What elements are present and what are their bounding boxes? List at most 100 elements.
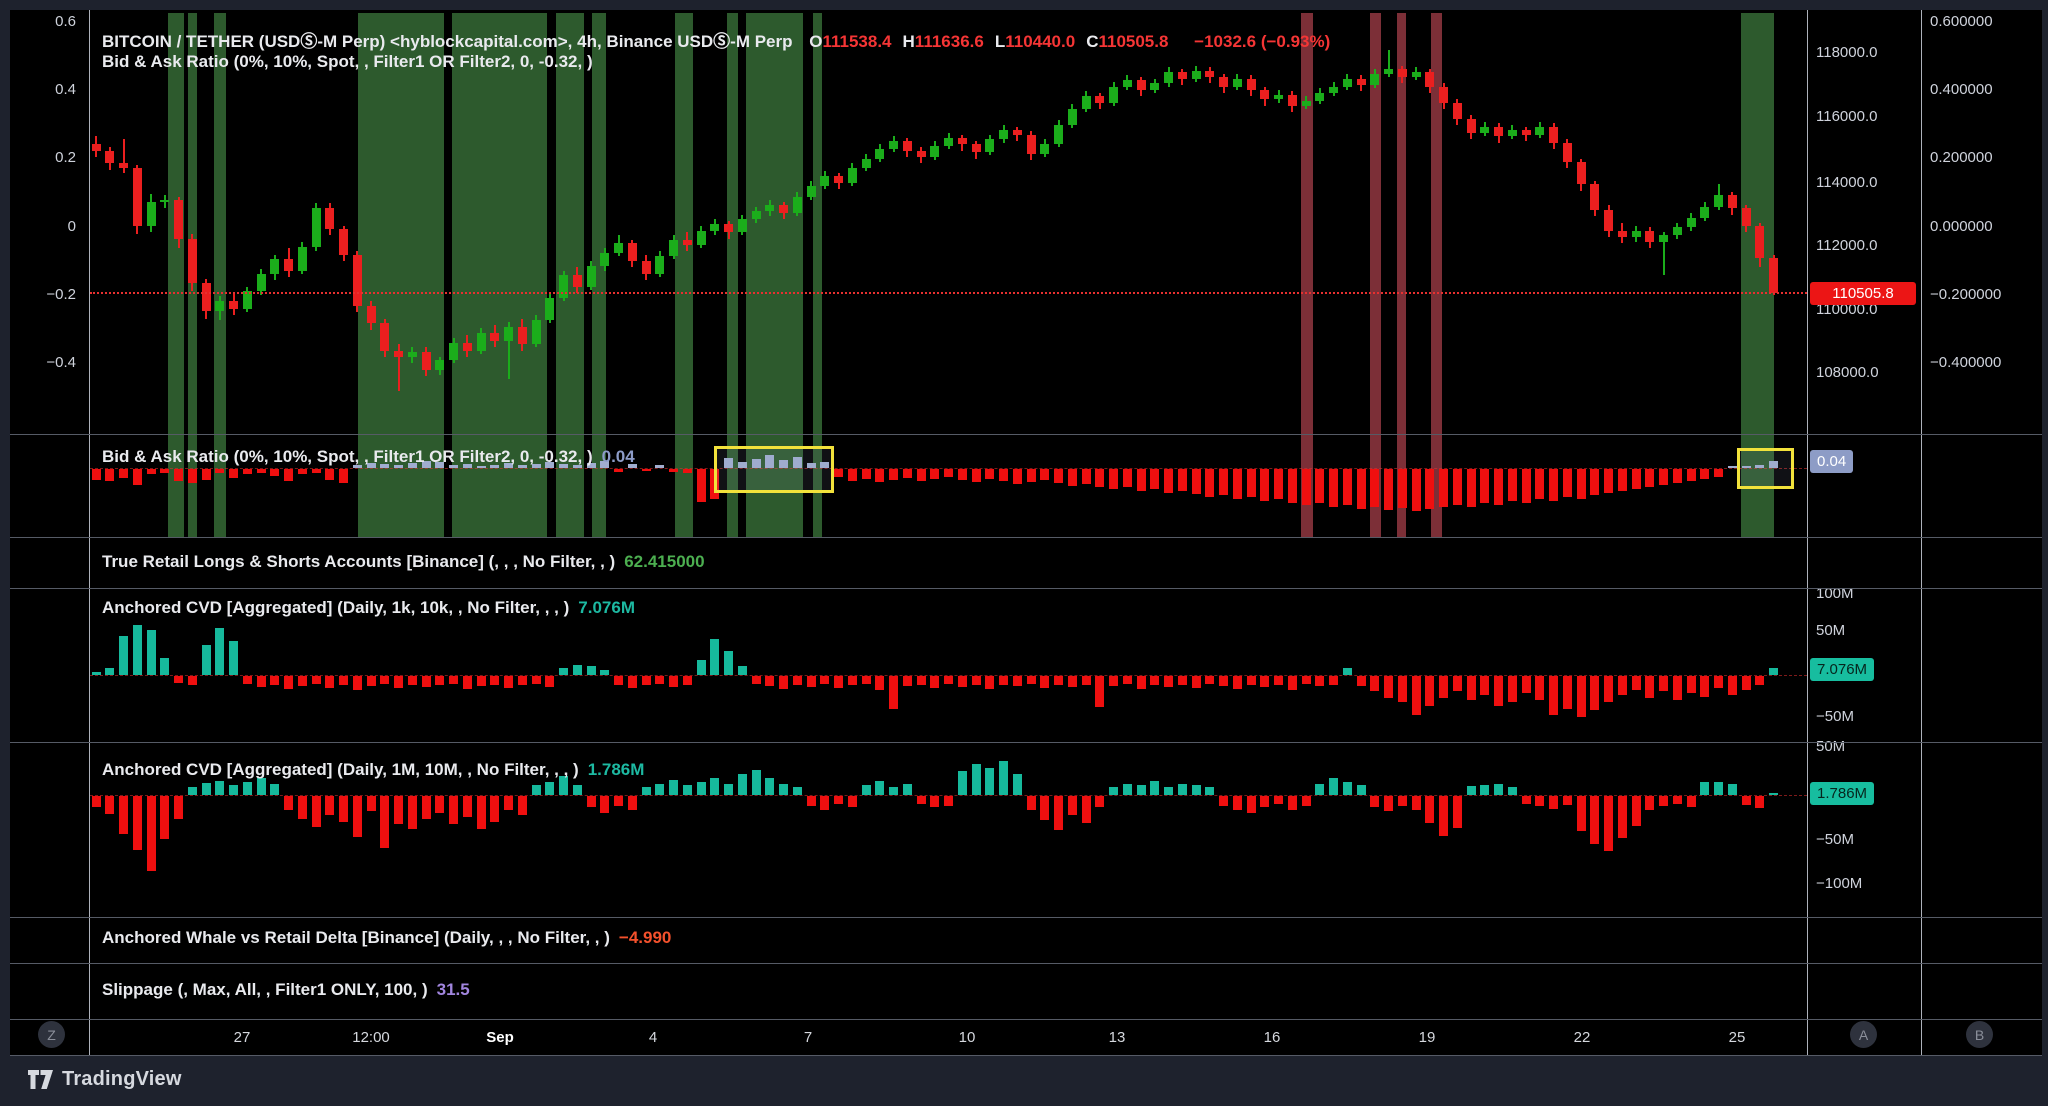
histogram-bar: [916, 676, 926, 685]
time-axis-tick[interactable]: 22: [1573, 1029, 1591, 1046]
histogram-bar: [1150, 469, 1160, 489]
candle: [875, 149, 885, 159]
legend-true-retail[interactable]: True Retail Longs & Shorts Accounts [Bin…: [102, 552, 705, 572]
histogram-bar: [1549, 469, 1558, 502]
far-right-axis-tick: −0.400000: [1930, 354, 2002, 371]
time-axis-tick[interactable]: 12:00: [352, 1029, 390, 1046]
candle: [792, 197, 802, 214]
candle: [1521, 129, 1531, 135]
ohlc-item: O111538.4: [809, 32, 892, 51]
candle: [394, 350, 403, 358]
price-axis-tick: 112000.0: [1816, 237, 1878, 254]
histogram-bar: [641, 786, 651, 795]
ratio-value-tag: 0.04: [1810, 450, 1854, 473]
histogram-bar: [999, 469, 1008, 482]
histogram-bar: [339, 676, 348, 686]
legend-slippage[interactable]: Slippage (, Max, All, , Filter1 ONLY, 10…: [102, 980, 470, 1000]
candle: [834, 176, 843, 183]
pane-border[interactable]: [89, 10, 90, 1055]
candle: [655, 256, 665, 274]
histogram-bar: [476, 676, 486, 687]
histogram-bar: [1122, 469, 1132, 488]
histogram-bar: [1452, 796, 1462, 829]
far-right-axis-tick: 0.400000: [1930, 81, 1993, 98]
highlight-drawing-box[interactable]: [714, 446, 834, 493]
timezone-button[interactable]: Z: [38, 1021, 65, 1048]
pane-border[interactable]: [1807, 10, 1808, 1055]
histogram-bar: [710, 777, 720, 795]
scale-b-button[interactable]: B: [1966, 1021, 1993, 1048]
symbol-legend[interactable]: BITCOIN / TETHER (USDⓈ-M Perp) <hyblockc…: [102, 27, 1330, 52]
histogram-bar: [1617, 796, 1627, 839]
time-axis-tick[interactable]: 16: [1263, 1029, 1281, 1046]
histogram-bar: [1686, 676, 1696, 694]
histogram-bar: [806, 796, 816, 806]
candle: [737, 219, 747, 233]
time-axis-tick[interactable]: 27: [233, 1029, 251, 1046]
time-axis-tick[interactable]: 13: [1108, 1029, 1126, 1046]
histogram-bar: [902, 784, 912, 795]
tradingview-logo[interactable]: TradingView: [28, 1068, 182, 1091]
candle: [1219, 77, 1228, 87]
histogram-bar: [1012, 469, 1022, 485]
legend-anchored-cvd-1m[interactable]: Anchored CVD [Aggregated] (Daily, 1M, 10…: [102, 760, 644, 780]
histogram-bar: [655, 465, 665, 468]
histogram-bar: [160, 657, 170, 675]
pane-border[interactable]: [1921, 10, 1922, 1055]
indicator-legend-overlay[interactable]: Bid & Ask Ratio (0%, 10%, Spot, , Filter…: [102, 52, 593, 72]
panel-separator: [10, 963, 2042, 964]
histogram-bar: [242, 781, 252, 795]
histogram-bar: [1232, 796, 1242, 810]
session-band-green: [168, 13, 184, 537]
candle: [847, 168, 857, 183]
histogram-bar: [1122, 676, 1132, 684]
candle: [407, 352, 417, 358]
time-axis-tick[interactable]: 10: [958, 1029, 976, 1046]
histogram-bar: [1549, 676, 1558, 715]
histogram-bar: [1480, 676, 1490, 695]
candle: [710, 224, 720, 231]
histogram-bar: [1219, 796, 1228, 806]
histogram-bar: [1535, 676, 1545, 701]
histogram-bar: [875, 676, 885, 690]
legend-anchored-cvd-1k[interactable]: Anchored CVD [Aggregated] (Daily, 1k, 10…: [102, 598, 635, 618]
histogram-bar: [1397, 469, 1407, 509]
candle: [201, 283, 211, 311]
histogram-bar: [297, 469, 307, 475]
legend-text: Anchored Whale vs Retail Delta [Binance]…: [102, 928, 610, 947]
histogram-bar: [1480, 469, 1490, 503]
cvd2-axis-tick: 50M: [1816, 738, 1846, 755]
panel-separator: [10, 1019, 2042, 1020]
cvd1-value-tag: 7.076M: [1810, 658, 1875, 681]
cvd2-axis-tick: −50M: [1816, 831, 1854, 848]
time-axis-tick[interactable]: Sep: [486, 1029, 514, 1046]
histogram-bar: [1452, 469, 1462, 506]
time-axis-tick[interactable]: 7: [803, 1029, 813, 1046]
histogram-bar: [1109, 786, 1118, 795]
histogram-bar: [1012, 774, 1022, 795]
highlight-drawing-box[interactable]: [1737, 448, 1794, 489]
session-band-green: [675, 13, 693, 537]
ohlc-values: O111538.4 H111636.6 L110440.0 C110505.8: [809, 32, 1179, 51]
histogram-bar: [1727, 676, 1737, 695]
histogram-bar: [1287, 676, 1297, 690]
legend-text: True Retail Longs & Shorts Accounts [Bin…: [102, 552, 616, 571]
candle: [889, 141, 898, 150]
histogram-bar: [779, 676, 788, 689]
panel-separator: [10, 588, 2042, 589]
legend-whale-vs-retail[interactable]: Anchored Whale vs Retail Delta [Binance]…: [102, 928, 671, 948]
scale-a-button[interactable]: A: [1850, 1021, 1877, 1048]
histogram-bar: [1067, 796, 1077, 815]
histogram-bar: [1384, 676, 1393, 698]
time-axis-tick[interactable]: 25: [1728, 1029, 1746, 1046]
histogram-bar: [1562, 676, 1572, 709]
histogram-bar: [655, 676, 665, 684]
histogram-bar: [1700, 676, 1710, 697]
time-axis-tick[interactable]: 19: [1418, 1029, 1436, 1046]
histogram-bar: [462, 676, 472, 689]
histogram-bar: [1700, 781, 1710, 795]
legend-bid-ask-ratio[interactable]: Bid & Ask Ratio (0%, 10%, Spot, , Filter…: [102, 447, 635, 467]
histogram-bar: [1507, 786, 1517, 795]
histogram-bar: [1686, 796, 1696, 807]
time-axis-tick[interactable]: 4: [648, 1029, 658, 1046]
